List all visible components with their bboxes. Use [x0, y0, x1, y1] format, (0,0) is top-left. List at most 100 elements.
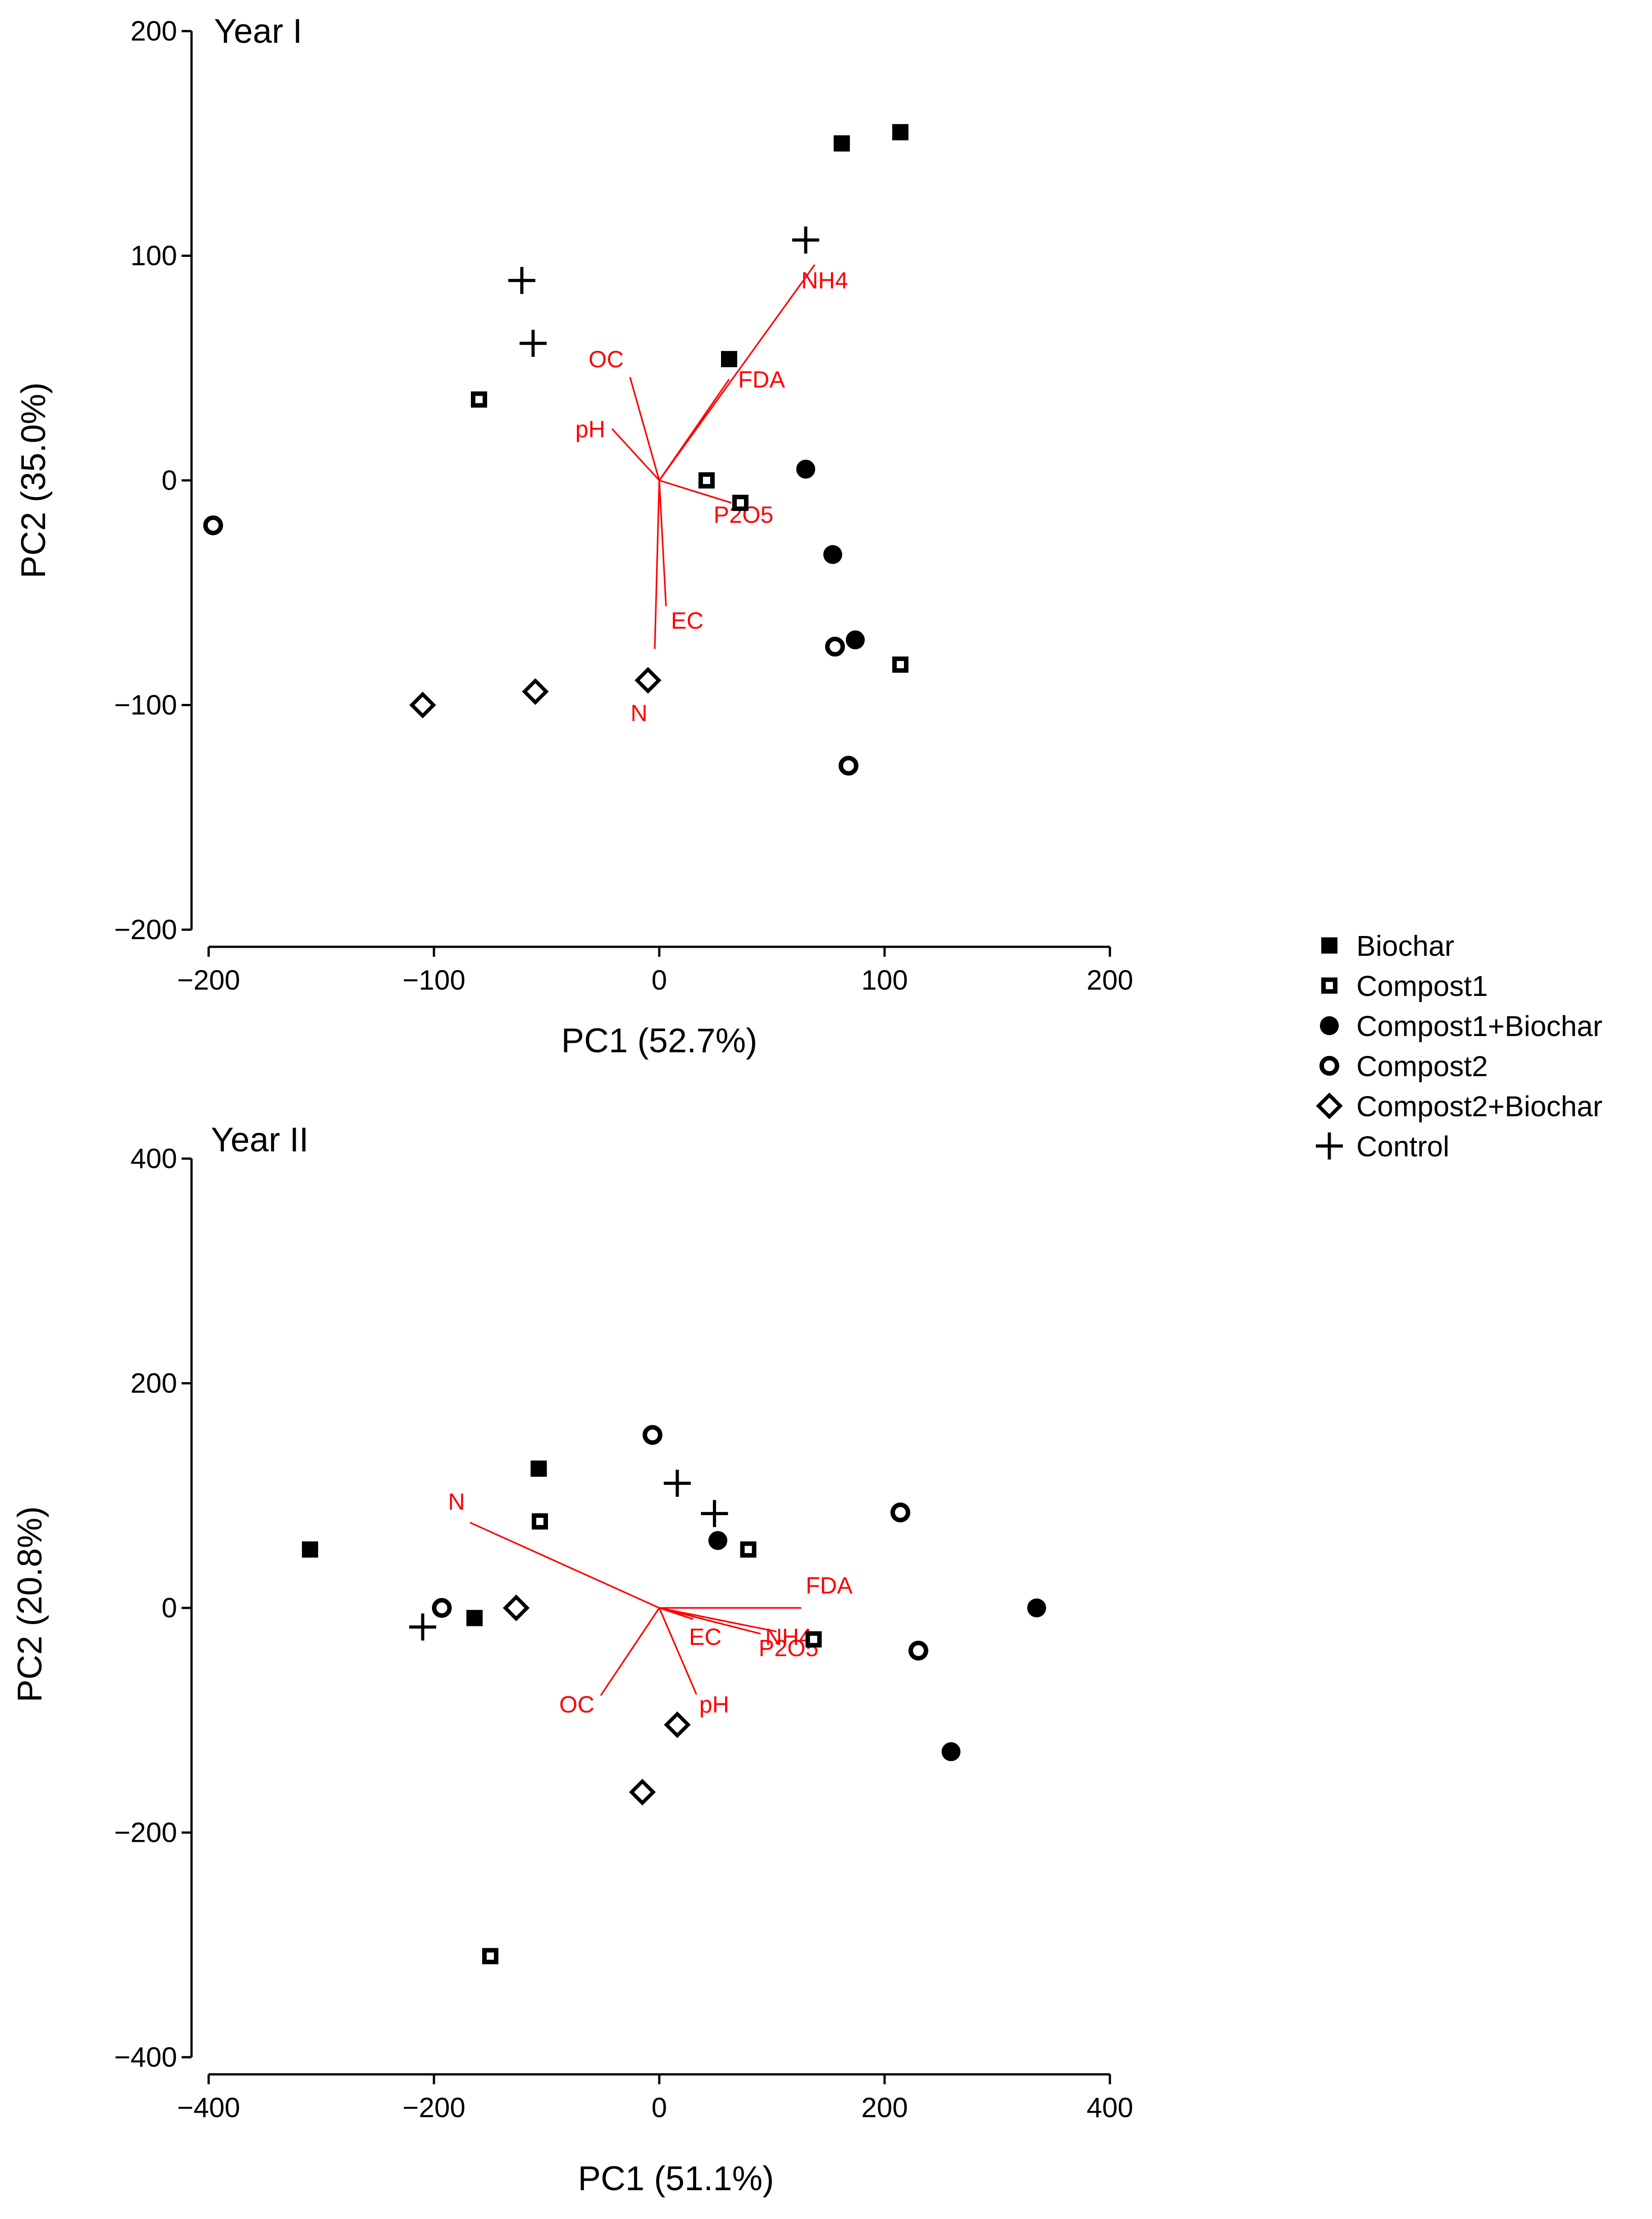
loading-vector-ec — [658, 480, 667, 607]
data-point-compost1-biochar — [708, 1531, 727, 1550]
data-point-control — [409, 1613, 436, 1641]
x-tick-label: 200 — [1086, 965, 1133, 996]
legend-marker-compost1 — [1321, 977, 1337, 994]
data-point-compost1 — [698, 472, 715, 489]
loading-vector-oc — [600, 1607, 660, 1696]
loading-vector-nh4 — [659, 1607, 777, 1633]
loading-vector-n — [654, 480, 660, 649]
legend-item-compost1_biochar: Compost1+Biochar — [1320, 1010, 1602, 1042]
data-point-compost2 — [643, 1425, 662, 1445]
x-tick-label: 400 — [1086, 2092, 1133, 2123]
loading-vector-fda — [658, 379, 730, 481]
loading-label-ec: EC — [689, 1624, 721, 1650]
legend-label: Compost1+Biochar — [1356, 1010, 1602, 1042]
data-point-compost2 — [203, 515, 223, 535]
data-point-control — [792, 226, 819, 254]
data-point-compost1 — [482, 1948, 498, 1964]
x-tick-label: −200 — [402, 2092, 465, 2123]
loading-vector-p2o5 — [659, 1607, 761, 1635]
y-tick-label: 100 — [131, 241, 177, 272]
data-point-compost1 — [892, 656, 908, 673]
data-point-biochar — [302, 1541, 318, 1558]
data-point-control — [664, 1470, 691, 1497]
loading-vector-ph — [611, 428, 660, 481]
loading-label-n: N — [630, 700, 648, 726]
legend-item-compost2: Compost2 — [1319, 1050, 1488, 1082]
loading-vector-ec — [659, 1607, 694, 1620]
year-1-panel: −200 −100 0 100 200 −200 −100 0 100 200 Year I PC1 … — [14, 12, 1133, 1060]
panel-title: Year II — [211, 1121, 309, 1159]
loading-label-nh4: NH4 — [765, 1624, 812, 1650]
data-point-biochar — [834, 135, 850, 152]
data-point-biochar — [530, 1460, 547, 1477]
legend-label: Biochar — [1356, 930, 1454, 962]
loading-vector-oc — [629, 377, 660, 481]
legend-item-biochar: Biochar — [1321, 930, 1454, 962]
legend-marker-compost1_biochar — [1320, 1016, 1339, 1035]
legend-label: Control — [1356, 1130, 1449, 1163]
data-point-compost2 — [825, 636, 845, 657]
y-tick-label: 200 — [131, 16, 177, 47]
data-point-compost1-biochar — [823, 545, 842, 564]
x-tick-label: 0 — [652, 965, 667, 996]
legend-item-compost2_biochar: Compost2+Biochar — [1316, 1090, 1602, 1123]
loading-vector-p2o5 — [659, 479, 732, 504]
y-tick-label: −400 — [114, 2042, 177, 2073]
data-point-compost2-biochar — [664, 1711, 691, 1738]
x-tick-label: 0 — [652, 2092, 667, 2123]
legend: Biochar Compost1 Compost1+Biochar Compost2 C… — [1316, 930, 1602, 1163]
legend-item-compost1: Compost1 — [1321, 970, 1488, 1002]
data-point-compost1 — [740, 1541, 757, 1558]
legend-label: Compost1 — [1356, 970, 1488, 1002]
data-point-compost1 — [805, 1631, 822, 1648]
y-axis-title: PC2 (20.8%) — [11, 1506, 49, 1702]
loading-label-nh4: NH4 — [801, 268, 848, 294]
data-point-compost2 — [432, 1598, 452, 1618]
data-point-compost1 — [471, 391, 487, 408]
loading-label-ph: pH — [699, 1692, 729, 1718]
y-tick-label: −200 — [114, 1817, 177, 1849]
data-point-biochar — [466, 1610, 483, 1626]
loading-label-fda: FDA — [806, 1573, 853, 1599]
loading-label-ph: pH — [575, 416, 605, 443]
x-tick-label: 200 — [861, 2092, 908, 2123]
data-point-compost1 — [532, 1513, 548, 1530]
loading-label-oc: OC — [559, 1692, 594, 1718]
data-point-compost2-biochar — [522, 678, 549, 705]
data-point-compost2 — [908, 1640, 928, 1661]
y-tick-label: 0 — [162, 465, 177, 496]
y-tick-label: 0 — [162, 1593, 177, 1624]
legend-marker-compost2_biochar — [1316, 1092, 1343, 1119]
y-axis-title: PC2 (35.0%) — [14, 382, 53, 578]
y-tick-label: −100 — [114, 690, 177, 721]
data-point-compost1-biochar — [846, 630, 865, 649]
x-tick-label: 100 — [861, 965, 908, 996]
loading-label-ec: EC — [671, 608, 703, 634]
legend-marker-control — [1316, 1132, 1343, 1160]
loading-label-n: N — [448, 1489, 465, 1515]
x-tick-label: −100 — [402, 965, 465, 996]
data-point-compost1-biochar — [796, 460, 815, 479]
data-point-biochar — [892, 124, 908, 141]
x-tick-label: −200 — [177, 965, 240, 996]
data-point-compost2 — [890, 1502, 910, 1523]
legend-marker-compost2 — [1319, 1056, 1339, 1076]
y-tick-label: 400 — [131, 1143, 177, 1174]
panel-title: Year I — [214, 12, 302, 50]
data-point-compost2-biochar — [502, 1594, 530, 1621]
x-axis-title: PC1 (51.1%) — [578, 2160, 774, 2198]
data-point-control — [520, 329, 547, 357]
loading-vector-ph — [658, 1607, 698, 1695]
loading-label-oc: OC — [589, 347, 624, 373]
data-point-compost1 — [732, 494, 748, 511]
legend-label: Compost2 — [1356, 1050, 1488, 1082]
data-point-control — [701, 1500, 728, 1527]
data-point-compost1-biochar — [941, 1742, 961, 1762]
year-2-panel: −400 −200 0 200 400 −400 −200 0 200 400 Year II PC1… — [11, 1121, 1133, 2198]
legend-marker-biochar — [1321, 937, 1337, 954]
legend-item-control: Control — [1316, 1130, 1449, 1163]
loading-label-fda: FDA — [738, 367, 785, 393]
y-tick-label: 200 — [131, 1368, 177, 1399]
data-point-compost2-biochar — [409, 691, 436, 719]
